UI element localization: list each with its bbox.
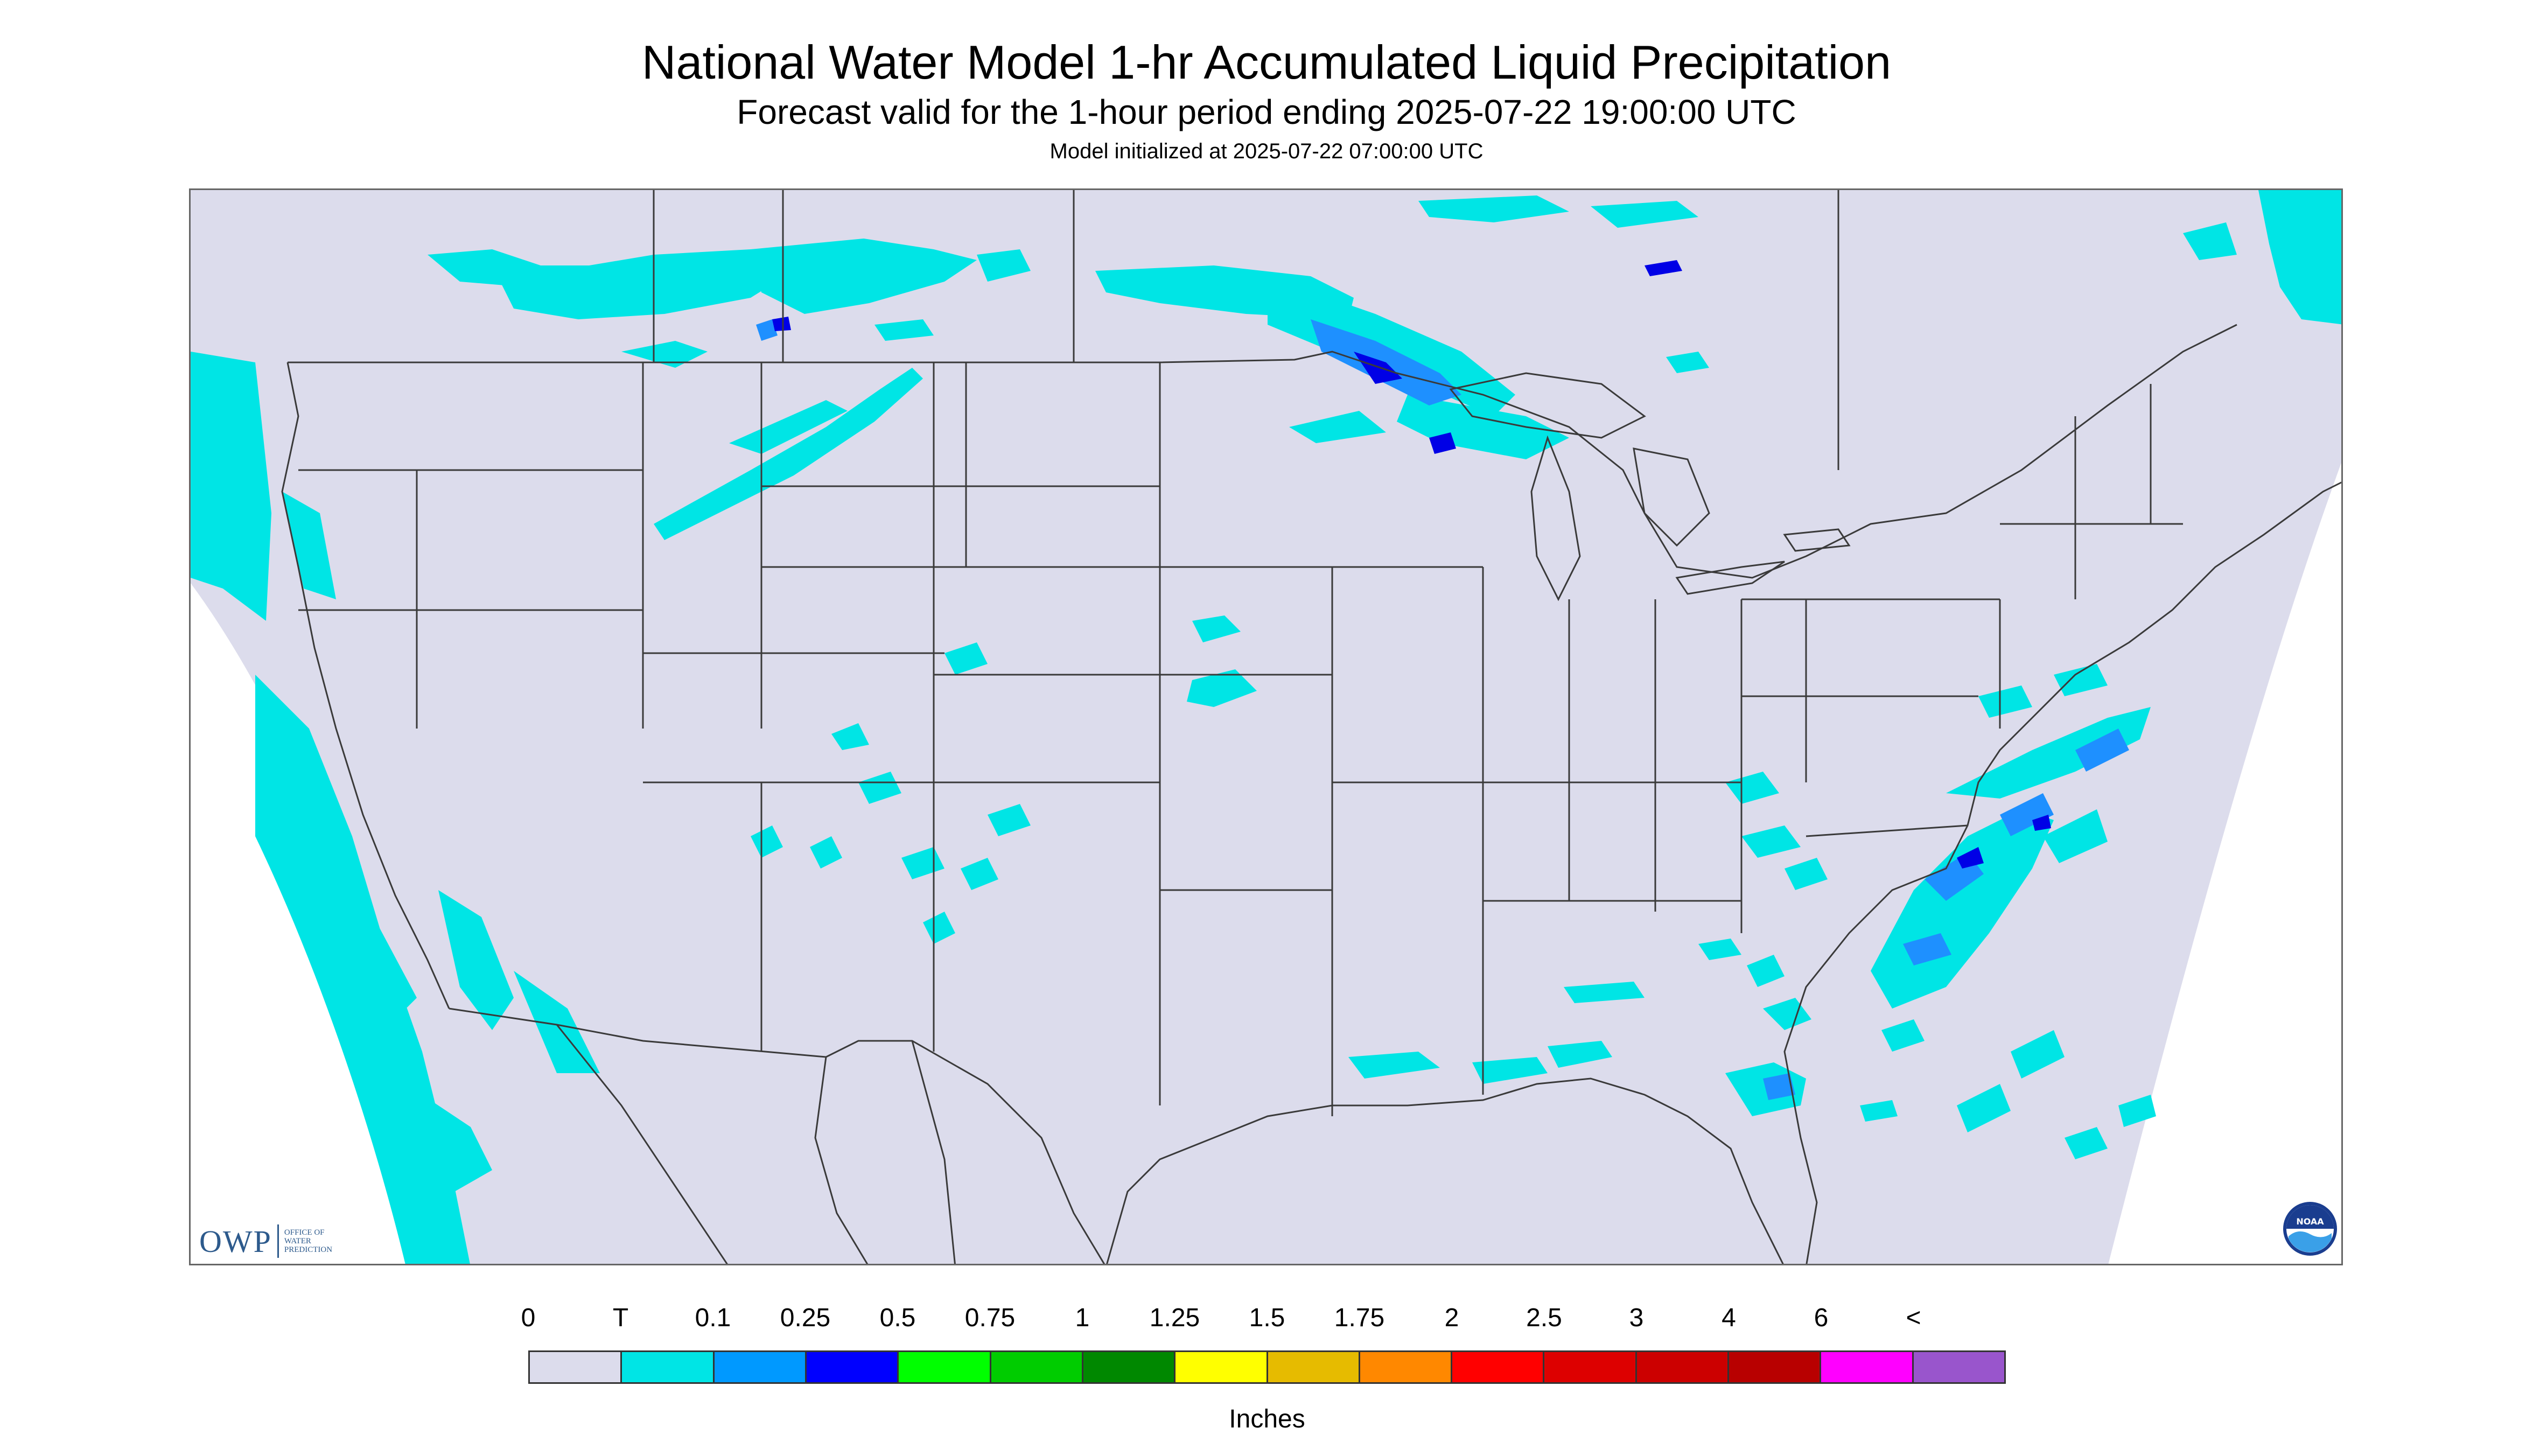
legend-label: 0.1 [695, 1304, 731, 1332]
legend-swatch [899, 1352, 991, 1382]
atlantic-coast [1783, 481, 2341, 1264]
legend-swatch [622, 1352, 715, 1382]
legend-label: 0.25 [780, 1304, 831, 1332]
legend-swatch [1544, 1352, 1637, 1382]
noaa-emblem: NOAA [2283, 1202, 2337, 1256]
map-svg [191, 190, 2341, 1264]
owp-line-3: Prediction [284, 1245, 333, 1254]
legend-labels: 0 T 0.1 0.25 0.5 0.75 1 1.25 1.5 1.75 2 2.5 3 4 6 < [521, 1303, 2006, 1335]
color-legend: 0 T 0.1 0.25 0.5 0.75 1 1.25 1.5 1.75 2 2.5 3 4 6 < Inc… [521, 1303, 2006, 1438]
owp-divider [277, 1224, 279, 1258]
legend-swatch [1175, 1352, 1268, 1382]
boundaries [281, 190, 2341, 1264]
legend-swatch [530, 1352, 622, 1382]
legend-swatch [1913, 1352, 2004, 1382]
model-domain [191, 190, 2341, 1264]
model-init-text: Model initialized at 2025-07-22 07:00:00… [1049, 139, 1484, 163]
legend-label: 3 [1629, 1304, 1644, 1332]
lake-huron [1633, 447, 1710, 547]
owp-logo: OWP Office of Water Prediction [199, 1222, 332, 1260]
lake-superior [1449, 372, 1646, 439]
west-coast [281, 362, 450, 1009]
legend-swatch [991, 1352, 1083, 1382]
owp-line-2: Water [284, 1237, 311, 1245]
legend-label: < [1906, 1304, 1921, 1332]
legend-label: 1.75 [1334, 1304, 1385, 1332]
legend-label: T [612, 1304, 629, 1332]
legend-label: 4 [1722, 1304, 1736, 1332]
legend-label: 1.5 [1249, 1304, 1285, 1332]
legend-label: 0.5 [879, 1304, 916, 1332]
legend-swatch [1452, 1352, 1545, 1382]
legend-bar [528, 1350, 2006, 1384]
legend-unit: Inches [1229, 1405, 1305, 1433]
legend-swatch [806, 1352, 899, 1382]
noaa-icon: NOAA [2282, 1201, 2338, 1257]
owp-subtext: Office of Water Prediction [284, 1228, 332, 1254]
legend-swatch [1729, 1352, 1822, 1382]
legend-label: 0.75 [964, 1304, 1016, 1332]
lake-ontario [1783, 528, 1851, 552]
us-mexico-border [449, 1007, 1105, 1264]
legend-label: 1.25 [1149, 1304, 1200, 1332]
map-title: National Water Model 1-hr Accumulated Li… [641, 36, 1892, 89]
owp-mark: OWP [199, 1223, 272, 1259]
noaa-text: NOAA [2296, 1216, 2324, 1227]
legend-label: 6 [1814, 1304, 1829, 1332]
forecast-valid-text: Forecast valid for the 1-hour period end… [737, 93, 1796, 131]
legend-swatch [1821, 1352, 1914, 1382]
legend-swatch [1083, 1352, 1176, 1382]
precipitation-map[interactable] [189, 188, 2343, 1265]
lake-erie [1675, 561, 1785, 595]
lake-michigan [1530, 435, 1581, 601]
legend-swatch [1268, 1352, 1360, 1382]
legend-label: 1 [1075, 1304, 1090, 1332]
legend-swatch [714, 1352, 807, 1382]
legend-label: 2 [1444, 1304, 1459, 1332]
owp-line-1: Office of [284, 1228, 325, 1237]
legend-swatch [1360, 1352, 1453, 1382]
gulf-coast [1106, 1077, 1784, 1264]
precip-trace [191, 190, 2341, 1264]
precip-medium [772, 260, 2051, 869]
legend-swatch [1636, 1352, 1730, 1382]
legend-label: 0 [521, 1304, 536, 1332]
legend-label: 2.5 [1526, 1304, 1562, 1332]
